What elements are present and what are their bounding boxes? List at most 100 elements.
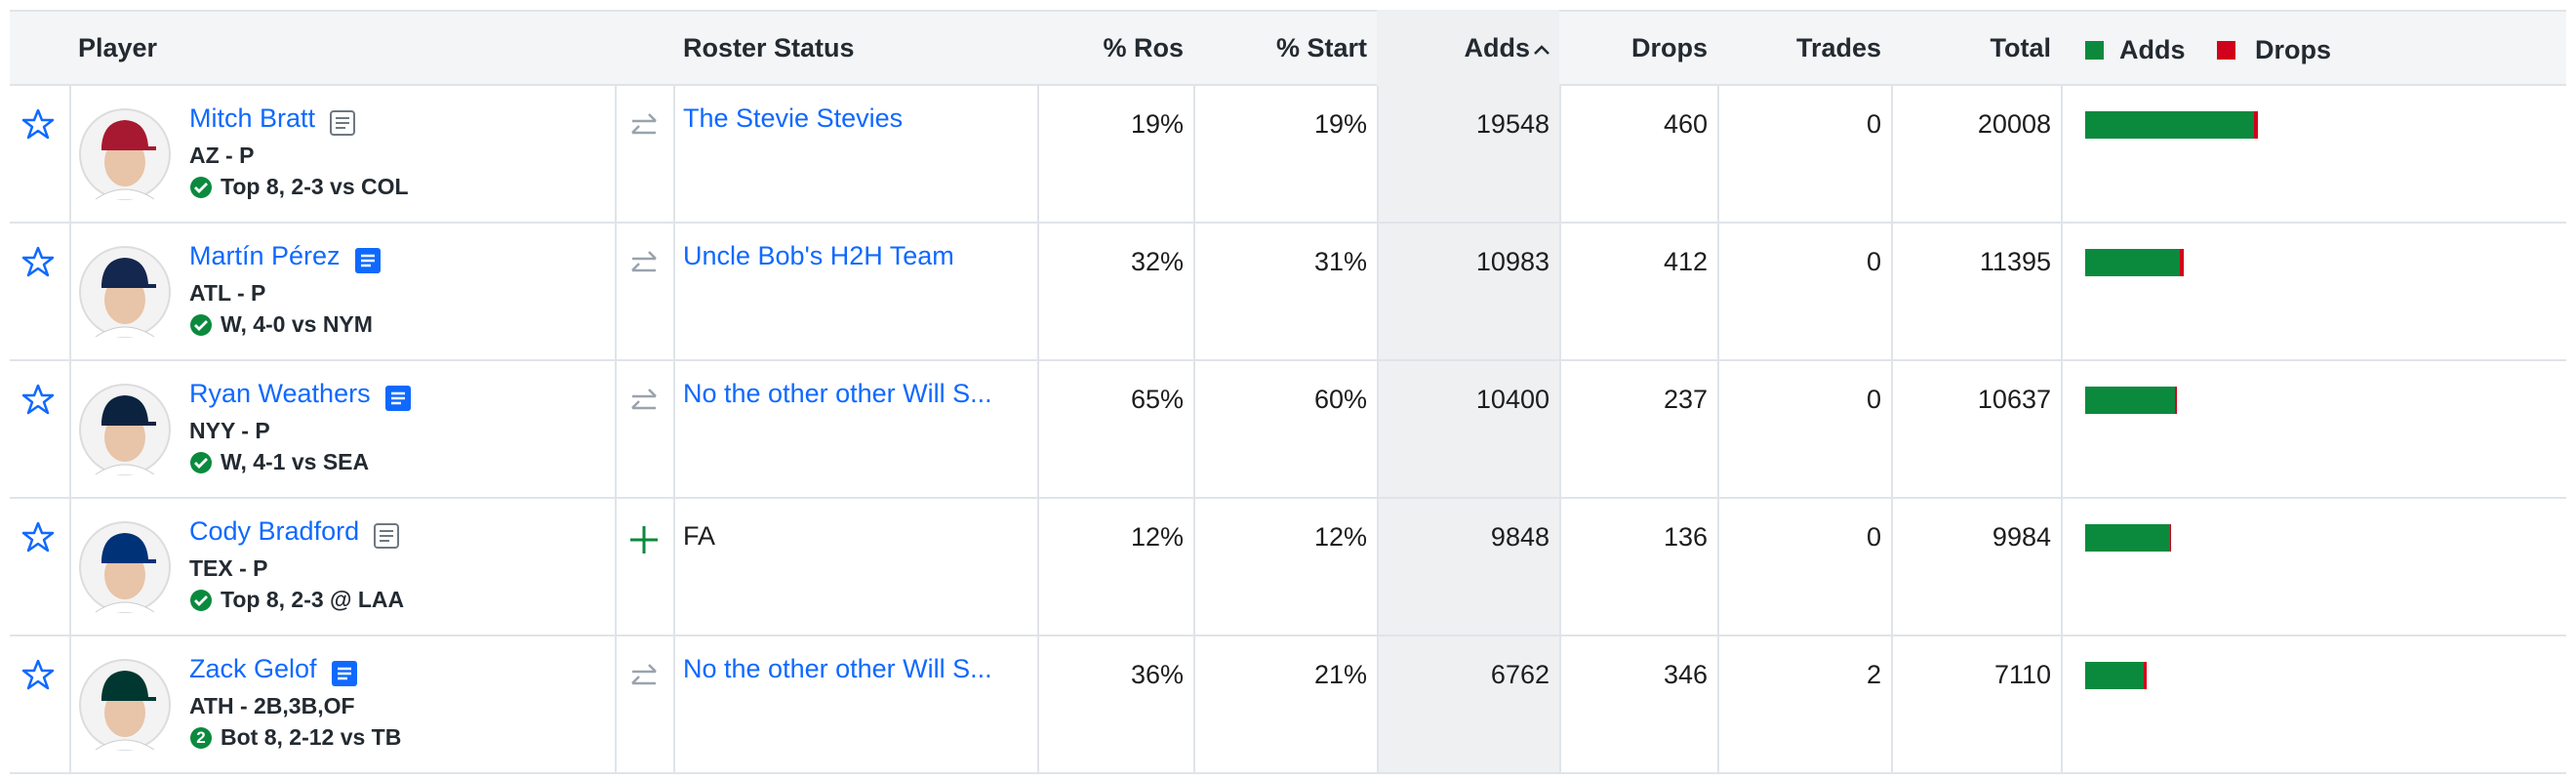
favorite-star[interactable]: [21, 383, 55, 416]
stat-drops: 460: [1663, 109, 1708, 139]
column-header[interactable]: Total: [1990, 33, 2052, 62]
stat-drops: 237: [1663, 385, 1708, 414]
game-info: Top 8, 2-3 vs COL: [221, 174, 409, 199]
cell-border: [1559, 224, 1717, 361]
game-info: W, 4-0 vs NYM: [221, 311, 373, 337]
table-row: [10, 636, 2566, 774]
stat-total: 7110: [1993, 660, 2051, 689]
stat-trades: 0: [1866, 247, 1881, 276]
favorite-star-icon: [21, 659, 55, 690]
cell-border: [2061, 636, 2566, 774]
cell-border: [1891, 361, 2061, 499]
stat-pct-ros: 32%: [1130, 247, 1184, 276]
cell-border: [2061, 224, 2566, 361]
cell-border: [1037, 224, 1193, 361]
cell-border: [1193, 224, 1377, 361]
player-note-icon: [330, 110, 356, 136]
player-note[interactable]: [329, 109, 356, 137]
player-note-icon: [354, 248, 381, 273]
stat-trades: 0: [1866, 522, 1881, 552]
game-status-badge: [189, 176, 213, 199]
favorite-star-icon: [21, 384, 55, 415]
column-header[interactable]: Adds: [1464, 33, 1531, 62]
player-name[interactable]: Cody Bradford: [189, 516, 360, 546]
column-header[interactable]: % Ros: [1103, 33, 1184, 62]
roster-status[interactable]: No the other other Will S...: [683, 654, 992, 683]
favorite-star[interactable]: [21, 520, 55, 554]
roster-status[interactable]: The Stevie Stevies: [683, 103, 904, 133]
team-position: NYY - P: [189, 418, 270, 443]
add-player-icon: [630, 526, 658, 554]
player-note[interactable]: [354, 247, 382, 274]
stat-pct-start: 31%: [1313, 247, 1367, 276]
player-avatar-icon: [79, 659, 171, 751]
player-avatar: [78, 658, 172, 752]
column-header[interactable]: Drops: [1630, 33, 1708, 62]
column-header[interactable]: Player: [78, 33, 158, 62]
legend-label: Drops: [2255, 35, 2332, 64]
column-header[interactable]: Trades: [1795, 33, 1881, 62]
cell-border: [2061, 86, 2566, 224]
player-avatar-icon: [79, 521, 171, 613]
cell-border: [1891, 224, 2061, 361]
cell-border: [1037, 361, 1193, 499]
cell-border: [615, 499, 673, 636]
cell-border: [1717, 636, 1891, 774]
cell-border: [1717, 86, 1891, 224]
drops-bar: [2180, 249, 2184, 276]
drops-bar: [2143, 662, 2147, 689]
add-player[interactable]: [627, 523, 661, 556]
stat-total: 9984: [1992, 522, 2051, 552]
roster-status[interactable]: No the other other Will S...: [683, 379, 992, 408]
stat-pct-ros: 65%: [1130, 385, 1184, 414]
favorite-star[interactable]: [21, 245, 55, 278]
cell-border: [1377, 224, 1559, 361]
favorite-star[interactable]: [21, 658, 55, 691]
player-name[interactable]: Mitch Bratt: [189, 103, 316, 133]
column-header[interactable]: % Start: [1275, 33, 1367, 62]
cell-border: [69, 499, 615, 636]
cell-border: [615, 361, 673, 499]
player-note[interactable]: [331, 660, 358, 687]
trade-player[interactable]: [627, 248, 661, 281]
player-name[interactable]: Martín Pérez: [189, 241, 341, 270]
table-row: [10, 361, 2566, 499]
game-status-badge-icon: [190, 452, 212, 473]
stat-total: 10637: [1977, 385, 2051, 414]
cell-border: [1891, 636, 2061, 774]
trade-player[interactable]: [627, 661, 661, 694]
player-avatar: [78, 107, 172, 201]
cell-border: [615, 224, 673, 361]
sort-caret: [1532, 43, 1551, 57]
player-name[interactable]: Zack Gelof: [189, 654, 317, 683]
drops-bar: [2174, 387, 2178, 414]
cell-border: [1559, 499, 1717, 636]
stat-pct-ros: 36%: [1130, 660, 1184, 689]
roster-status[interactable]: Uncle Bob's H2H Team: [683, 241, 954, 270]
favorite-star-icon: [21, 108, 55, 140]
cell-border: [69, 86, 615, 224]
stat-pct-start: 12%: [1313, 522, 1367, 552]
column-header[interactable]: Roster Status: [683, 33, 855, 62]
stat-drops: 346: [1663, 660, 1708, 689]
trade-player[interactable]: [627, 110, 661, 144]
stat-total: 20008: [1977, 109, 2051, 139]
adds-column-highlight: [1377, 10, 1559, 774]
stat-adds: 9848: [1490, 522, 1550, 552]
trade-player[interactable]: [627, 386, 661, 419]
player-note[interactable]: [384, 385, 412, 412]
cell-border: [1559, 636, 1717, 774]
cell-border: [1377, 499, 1559, 636]
favorite-star-icon: [21, 521, 55, 553]
game-status-badge-icon: [190, 590, 212, 611]
cell-border: [1717, 361, 1891, 499]
player-name[interactable]: Ryan Weathers: [189, 379, 371, 408]
player-note[interactable]: [373, 522, 400, 550]
trade-player-icon: [631, 389, 657, 410]
adds-bar: [2085, 387, 2175, 414]
player-avatar-icon: [79, 108, 171, 200]
cell-border: [1193, 499, 1377, 636]
game-info: Top 8, 2-3 @ LAA: [221, 587, 405, 612]
cell-border: [1891, 499, 2061, 636]
favorite-star[interactable]: [21, 107, 55, 141]
